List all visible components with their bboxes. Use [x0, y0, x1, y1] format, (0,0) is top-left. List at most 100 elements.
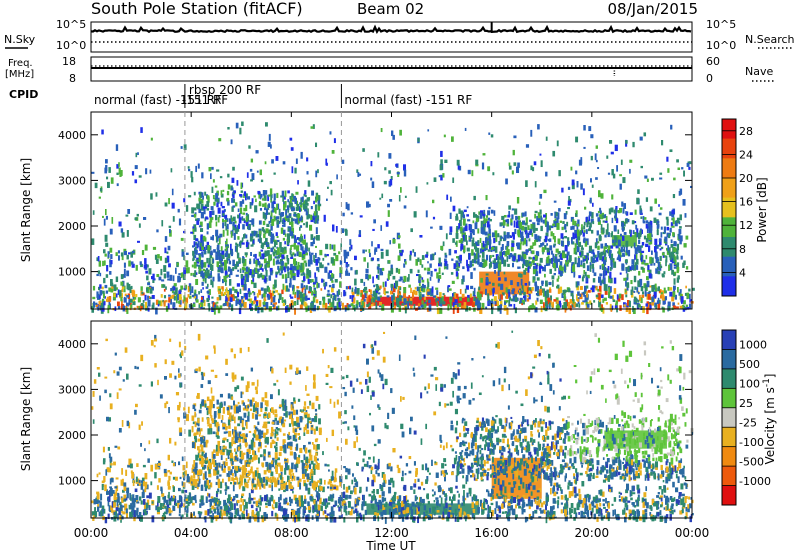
echo-cell: [270, 210, 273, 217]
echo-cell: [422, 500, 425, 506]
echo-cell: [454, 292, 457, 299]
echo-cell: [146, 495, 150, 499]
echo-cell: [483, 501, 486, 508]
echo-cell: [651, 257, 654, 264]
echo-cell: [688, 303, 692, 310]
echo-cell: [212, 235, 214, 241]
echo-cell: [662, 274, 665, 278]
echo-cell: [253, 497, 256, 500]
echo-cell: [452, 307, 455, 314]
echo-cell: [106, 176, 109, 180]
echo-cell: [459, 219, 462, 227]
echo-cell: [499, 294, 502, 301]
echo-cell: [571, 237, 573, 244]
echo-cell: [250, 280, 254, 285]
echo-cell: [331, 301, 335, 308]
echo-cell: [456, 307, 460, 314]
echo-cell: [266, 262, 270, 265]
echo-cell: [186, 513, 189, 517]
echo-cell: [500, 304, 503, 309]
echo-cell: [258, 260, 261, 264]
echo-cell: [93, 499, 96, 505]
echo-cell: [529, 219, 532, 222]
echo-cell: [195, 165, 198, 173]
echo-cell: [457, 256, 460, 260]
echo-cell: [501, 260, 504, 265]
echo-cell: [628, 265, 630, 272]
echo-cell: [636, 197, 640, 205]
echo-cell: [452, 205, 456, 212]
echo-cell: [665, 506, 668, 511]
echo-cell: [485, 237, 488, 244]
echo-cell: [368, 289, 371, 293]
echo-cell: [344, 503, 347, 507]
echo-cell: [463, 511, 466, 518]
echo-cell: [339, 260, 343, 265]
echo-cell: [629, 212, 633, 216]
echo-cell: [117, 289, 120, 295]
echo-cell: [309, 287, 312, 291]
echo-cell: [192, 226, 195, 229]
echo-cell: [163, 300, 166, 307]
echo-cell: [581, 224, 583, 231]
echo-cell: [172, 498, 175, 502]
echo-cell: [226, 223, 229, 230]
echo-cell: [132, 296, 135, 301]
echo-cell: [425, 254, 429, 258]
echo-cell: [678, 495, 681, 499]
echo-cell: [634, 247, 638, 255]
echo-cell: [344, 510, 347, 513]
echo-cell: [671, 209, 675, 215]
echo-cell: [647, 221, 651, 227]
echo-cell: [301, 246, 304, 251]
echo-cell: [691, 513, 694, 516]
echo-cell: [146, 264, 149, 268]
echo-cell: [237, 236, 240, 240]
echo-cell: [636, 509, 640, 514]
echo-cell: [94, 182, 98, 189]
echo-cell: [123, 285, 126, 293]
echo-cell: [332, 283, 335, 289]
echo-cell: [300, 238, 304, 242]
echo-cell: [485, 195, 488, 201]
echo-cell: [307, 214, 311, 219]
echo-cell: [458, 262, 461, 267]
echo-cell: [100, 510, 103, 517]
echo-cell: [145, 502, 149, 509]
echo-cell: [419, 287, 422, 293]
echo-cell: [260, 249, 264, 252]
echo-cell: [338, 301, 341, 308]
freq-left-tick-bottom: 8: [69, 72, 76, 85]
echo-cell: [120, 281, 124, 286]
echo-cell: [380, 251, 384, 259]
echo-cell: [508, 254, 511, 260]
echo-cell: [611, 194, 614, 200]
echo-cell: [272, 251, 276, 255]
echo-cell: [643, 132, 647, 137]
echo-cell: [252, 224, 255, 227]
echo-cell: [425, 510, 428, 514]
echo-cell: [597, 250, 600, 258]
echo-cell: [173, 285, 176, 290]
echo-cell: [356, 499, 360, 506]
echo-cell: [356, 300, 359, 306]
echo-cell: [91, 500, 94, 504]
echo-cell: [250, 202, 254, 206]
echo-cell: [504, 511, 508, 514]
echo-cell: [334, 279, 338, 283]
echo-cell: [172, 505, 176, 512]
echo-cell: [673, 285, 676, 290]
echo-cell: [586, 274, 590, 279]
echo-cell: [117, 250, 120, 254]
echo-cell: [401, 297, 404, 302]
echo-cell: [235, 274, 239, 277]
echo-cell: [648, 273, 652, 279]
echo-cell: [151, 276, 153, 280]
echo-cell: [571, 182, 575, 190]
echo-cell: [312, 282, 316, 285]
echo-cell: [530, 305, 533, 310]
echo-cell: [536, 286, 540, 291]
echo-cell: [585, 276, 588, 282]
echo-cell: [462, 266, 465, 270]
echo-cell: [259, 273, 262, 278]
